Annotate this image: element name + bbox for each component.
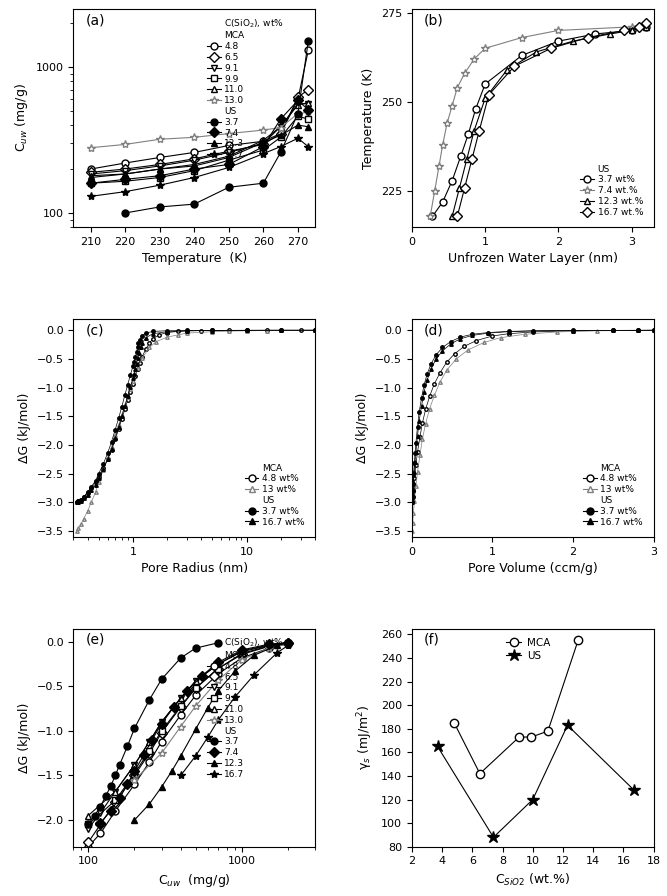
Legend: C(SiO$_2$), wt%, MCA, 4.8, 6.5, 9.1, 9.9, 11.0, 13.0, US, 3.7, 7.4, 12.3, 16.7: C(SiO$_2$), wt%, MCA, 4.8, 6.5, 9.1, 9.9… (203, 633, 287, 782)
X-axis label: Pore Volume (ccm/g): Pore Volume (ccm/g) (468, 562, 598, 575)
Y-axis label: ΔG (kJ/mol): ΔG (kJ/mol) (18, 392, 31, 463)
Line: MCA: MCA (450, 636, 582, 778)
Legend: US, 3.7 wt%, 7.4 wt.%, 12.3 wt.%, 16.7 wt.%: US, 3.7 wt%, 7.4 wt.%, 12.3 wt.%, 16.7 w… (577, 161, 647, 220)
MCA (574, 635, 582, 646)
X-axis label: C$_{uw}$  (mg/g): C$_{uw}$ (mg/g) (158, 872, 231, 889)
US (630, 785, 638, 796)
Y-axis label: Temperature (K): Temperature (K) (362, 67, 376, 168)
Text: (b): (b) (424, 13, 444, 27)
MCA (476, 768, 484, 779)
MCA (450, 718, 458, 728)
MCA (544, 726, 552, 737)
Legend: MCA, 4.8 wt%, 13 wt%, US, 3.7 wt%, 16.7 wt%: MCA, 4.8 wt%, 13 wt%, US, 3.7 wt%, 16.7 … (241, 460, 308, 530)
Legend: MCA, US: MCA, US (502, 633, 554, 665)
Line: US: US (432, 719, 640, 843)
Text: (c): (c) (85, 323, 104, 337)
Y-axis label: ΔG (kJ/mol): ΔG (kJ/mol) (356, 392, 370, 463)
Legend: C(SiO$_2$), wt%, MCA, 4.8, 6.5, 9.1, 9.9, 11.0, 13.0, US, 3.7, 7.4, 12.3, 16.7: C(SiO$_2$), wt%, MCA, 4.8, 6.5, 9.1, 9.9… (203, 13, 287, 163)
Text: (d): (d) (424, 323, 444, 337)
Legend: MCA, 4.8 wt%, 13 wt%, US, 3.7 wt%, 16.7 wt%: MCA, 4.8 wt%, 13 wt%, US, 3.7 wt%, 16.7 … (580, 460, 647, 530)
Y-axis label: C$_{uw}$ (mg/g): C$_{uw}$ (mg/g) (13, 83, 30, 152)
Text: (e): (e) (85, 633, 105, 647)
Y-axis label: ΔG (kJ/mol): ΔG (kJ/mol) (18, 702, 31, 773)
MCA (527, 732, 535, 743)
US (529, 794, 537, 805)
X-axis label: C$_{SiO2}$ (wt.%): C$_{SiO2}$ (wt.%) (495, 872, 570, 888)
X-axis label: Unfrozen Water Layer (nm): Unfrozen Water Layer (nm) (448, 253, 618, 265)
US (490, 831, 498, 842)
Text: (f): (f) (424, 633, 440, 647)
MCA (515, 732, 523, 743)
US (564, 719, 572, 730)
X-axis label: Temperature  (K): Temperature (K) (141, 253, 247, 265)
Y-axis label: γ$_s$ (mJ/m$^2$): γ$_s$ (mJ/m$^2$) (356, 705, 376, 771)
X-axis label: Pore Radius (nm): Pore Radius (nm) (141, 562, 248, 575)
US (434, 741, 442, 752)
Text: (a): (a) (85, 13, 105, 27)
